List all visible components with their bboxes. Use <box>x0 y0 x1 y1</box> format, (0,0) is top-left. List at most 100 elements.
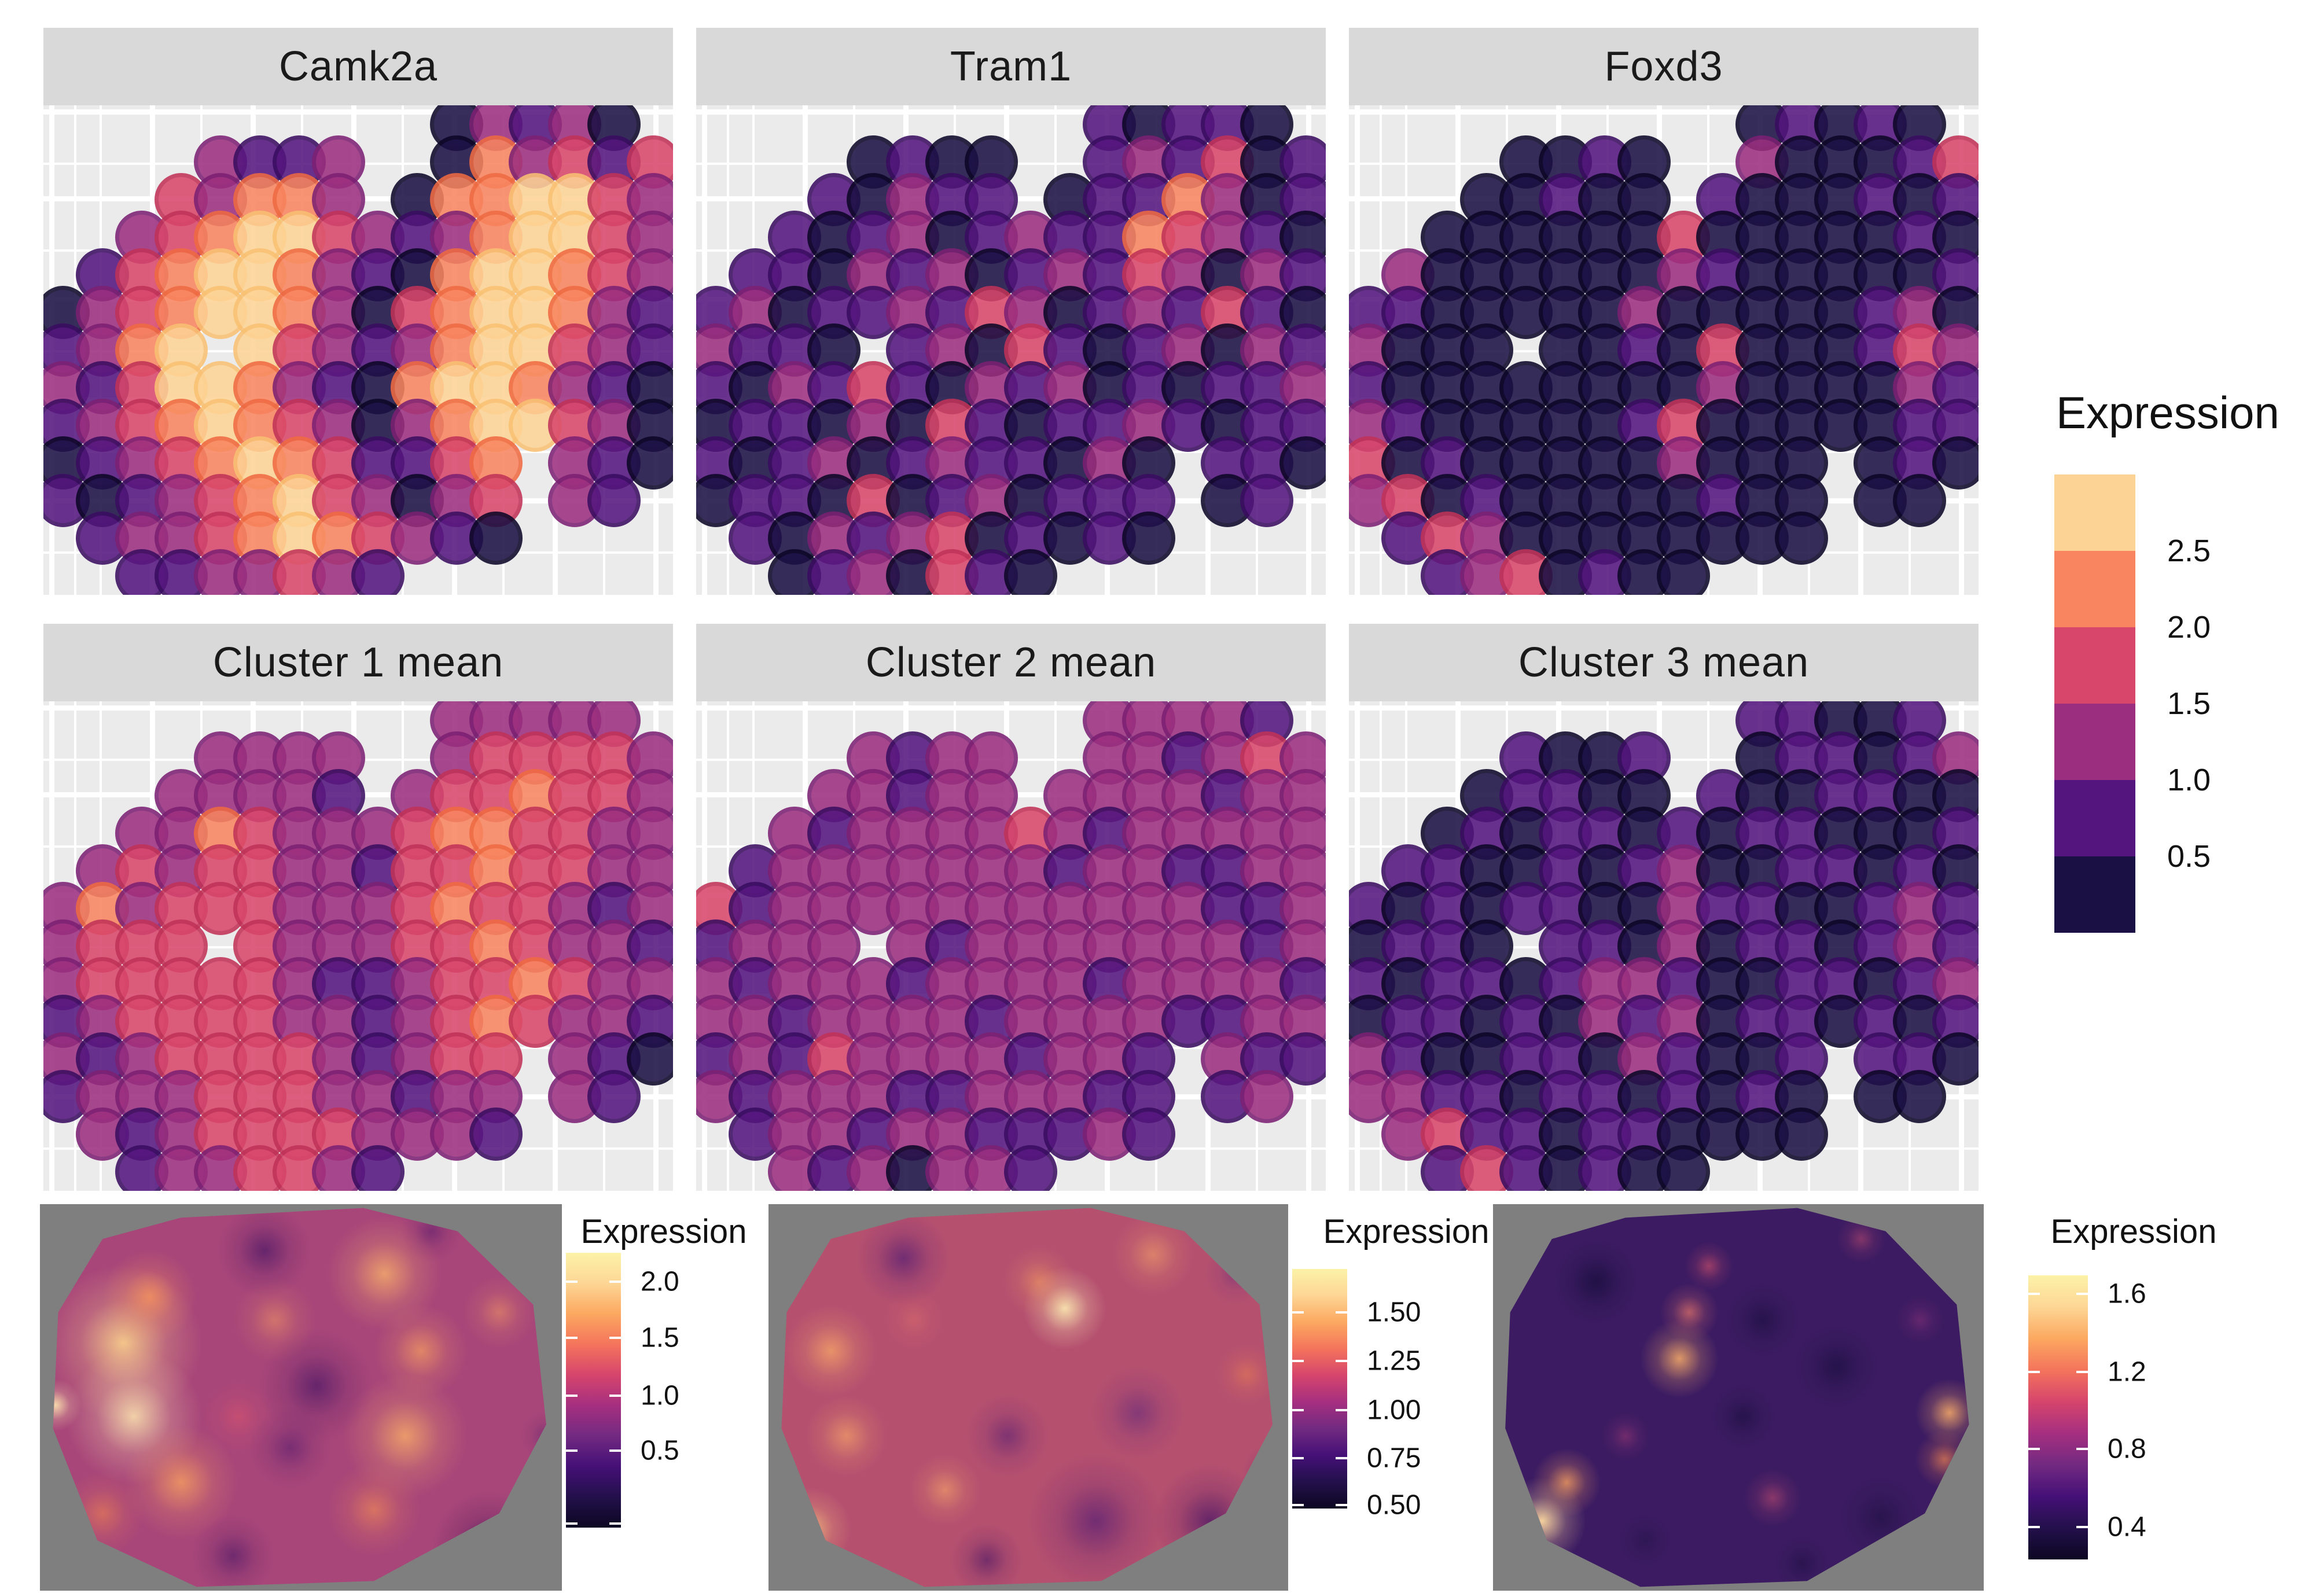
heatmap-blob <box>1002 1245 1075 1318</box>
heatmap-blob <box>966 1394 1049 1478</box>
colorbar-tick-label: 0.50 <box>1367 1489 1421 1521</box>
heatmap-blob <box>1895 1295 1945 1345</box>
main-legend-title: Expression <box>2056 387 2279 438</box>
spot <box>1932 1032 1979 1086</box>
heatmap-blob <box>102 1250 197 1344</box>
spot <box>587 474 641 527</box>
colorbar-tick <box>609 1449 621 1452</box>
colorbar-tick <box>2076 1526 2088 1528</box>
heatmap-blob <box>784 1304 878 1398</box>
heatmap-blob <box>61 1471 145 1555</box>
colorbar-tick <box>2076 1371 2088 1373</box>
heatmap-blob <box>1684 1241 1734 1291</box>
heatmap-blob <box>1792 1322 1881 1411</box>
colorbar-3: 1.6 1.2 0.8 0.4 <box>2028 1275 2213 1559</box>
spot-plot-camk2a <box>43 105 673 595</box>
colorbar-tick <box>1336 1504 1347 1506</box>
heatmap-blob <box>950 1523 1024 1587</box>
panel-title-camk2a: Camk2a <box>278 43 438 90</box>
heatmap-blob <box>431 1491 546 1587</box>
spot <box>1499 882 1553 935</box>
panel-title-cluster2: Cluster 2 mean <box>865 639 1157 686</box>
colorbar-gradient <box>1292 1269 1347 1509</box>
colorbar-tick <box>2028 1448 2040 1450</box>
spot <box>1657 1145 1710 1191</box>
colorbar-tick <box>566 1281 578 1283</box>
spot-plot-cluster3 <box>1349 701 1979 1191</box>
colorbar-tick-label: 1.2 <box>2108 1356 2146 1388</box>
spot <box>1279 436 1326 490</box>
heatmap-blob <box>1709 1382 1778 1451</box>
heatmap-cluster1-smoothed <box>40 1204 562 1591</box>
legend-bin <box>2054 474 2135 551</box>
colorbar-tick-label: 1.0 <box>641 1380 679 1411</box>
colorbar-tick-label: 1.6 <box>2108 1278 2146 1309</box>
colorbar-title-1: Expression <box>580 1213 747 1250</box>
panel-camk2a: Camk2a <box>43 28 673 595</box>
panel-title-cluster1: Cluster 1 mean <box>212 639 504 686</box>
colorbar-gradient <box>566 1253 621 1528</box>
heatmap-blob <box>327 1462 421 1557</box>
colorbar-tick-label: 0.8 <box>2108 1433 2146 1465</box>
heatmap-blob <box>248 1406 333 1489</box>
heatmap-blob <box>217 1208 312 1298</box>
legend-bin <box>2054 551 2135 627</box>
panel-title-foxd3: Foxd3 <box>1604 43 1723 90</box>
heatmap-cluster2-smoothed <box>768 1204 1288 1591</box>
main-legend-labels: 2.5 2.0 1.5 1.0 0.5 <box>2167 474 2306 933</box>
spot-plot-cluster1 <box>43 701 673 1191</box>
colorbar-tick <box>1292 1360 1304 1362</box>
heatmap-surface <box>53 1208 546 1587</box>
heatmap-blob <box>1836 1214 1886 1264</box>
colorbar-tick <box>566 1395 578 1397</box>
spot <box>1814 399 1867 452</box>
spot <box>627 436 673 490</box>
heatmap-blob <box>909 1454 982 1527</box>
colorbar-tick-label: 1.25 <box>1367 1345 1421 1377</box>
heatmap-blob <box>1601 1411 1650 1461</box>
heatmap-blob <box>1743 1468 1803 1528</box>
spot <box>1775 1108 1828 1161</box>
colorbar-tick <box>2028 1293 2040 1295</box>
heatmap-blob <box>520 1410 546 1462</box>
legend-bin <box>2054 704 2135 780</box>
colorbar-tick-label: 1.00 <box>1367 1395 1421 1426</box>
colorbar-tick <box>1292 1311 1304 1314</box>
heatmap-blob <box>1551 1237 1641 1326</box>
legend-bin-label: 0.5 <box>2167 839 2211 874</box>
spot <box>469 512 523 565</box>
colorbar-tick-label: 0.5 <box>641 1435 679 1466</box>
panel-strip-cluster3: Cluster 3 mean <box>1349 624 1979 701</box>
legend-bin-label: 2.0 <box>2167 610 2211 645</box>
heatmap-blob <box>1723 1281 1803 1360</box>
main-legend-bins <box>2054 474 2135 933</box>
spot-plot-tram1 <box>696 105 1326 595</box>
colorbar-tick <box>1336 1311 1347 1314</box>
heatmap-blob <box>804 1394 888 1478</box>
heatmap-blob <box>1241 1443 1273 1506</box>
colorbar-tick-label: 1.5 <box>641 1322 679 1353</box>
spot <box>351 549 405 595</box>
colorbar-tick <box>1336 1457 1347 1459</box>
spot <box>1893 474 1946 527</box>
spot <box>1004 549 1057 595</box>
spot <box>391 1108 444 1161</box>
heatmap-blob <box>1616 1511 1675 1570</box>
colorbar-tick <box>609 1337 621 1339</box>
spot <box>587 1070 641 1123</box>
colorbar-tick <box>566 1522 578 1525</box>
panel-strip-camk2a: Camk2a <box>43 28 673 105</box>
heatmap-surface <box>1505 1208 1969 1587</box>
spot <box>1279 1032 1326 1086</box>
heatmap-surface <box>781 1208 1273 1587</box>
heatmap-blob <box>1532 1448 1601 1517</box>
colorbar-tick <box>609 1395 621 1397</box>
spot <box>76 1108 129 1161</box>
colorbar-tick <box>2076 1293 2088 1295</box>
panel-strip-tram1: Tram1 <box>696 28 1326 105</box>
spot <box>1696 512 1749 565</box>
colorbar-title-3: Expression <box>2050 1213 2217 1250</box>
colorbar-tick <box>1336 1409 1347 1411</box>
heatmap-cluster3-smoothed <box>1493 1204 1984 1591</box>
